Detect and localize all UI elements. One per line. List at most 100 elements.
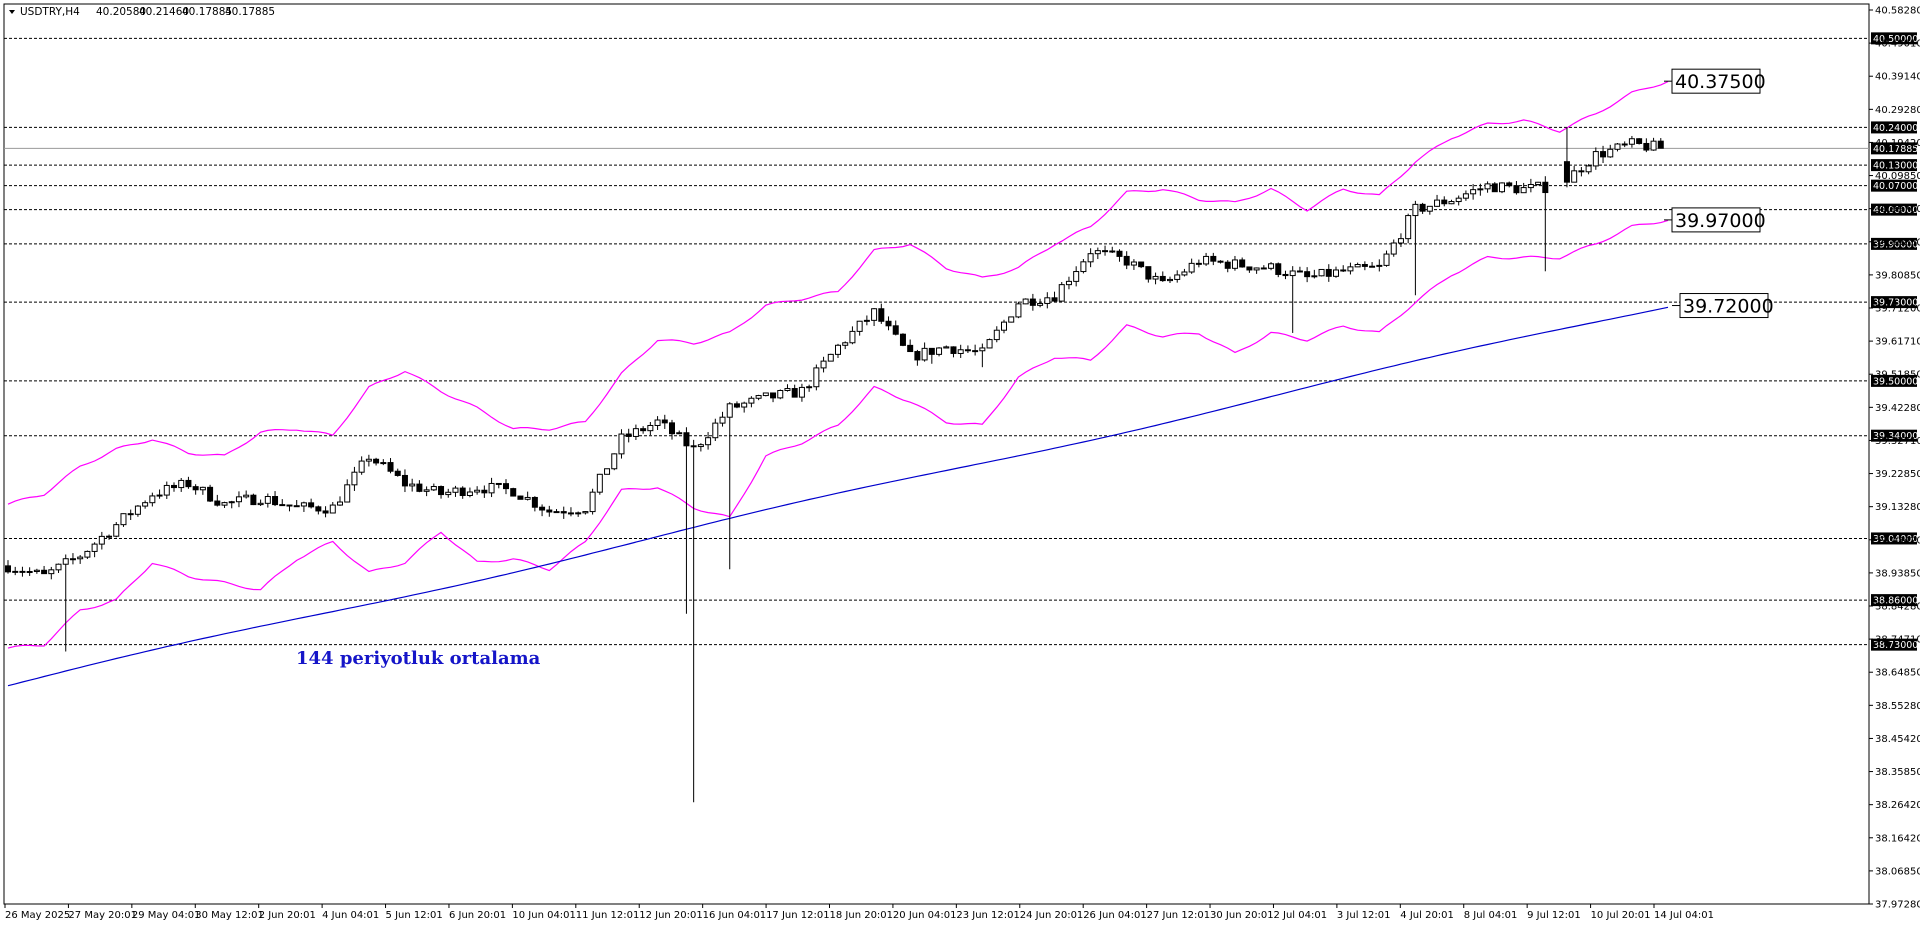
candle-bull[interactable] <box>849 330 856 344</box>
candle-bear[interactable] <box>459 487 466 496</box>
candle-bear[interactable] <box>1051 297 1058 302</box>
candle-bull[interactable] <box>813 367 820 388</box>
candle-bear[interactable] <box>683 432 690 447</box>
candle-bull[interactable] <box>445 491 452 496</box>
candle-bear[interactable] <box>293 505 300 508</box>
candle-bull[interactable] <box>26 571 33 574</box>
candle-bull[interactable] <box>1499 182 1505 193</box>
candle-bear[interactable] <box>322 510 329 514</box>
candle-bear[interactable] <box>560 511 567 514</box>
candle-bear[interactable] <box>878 308 885 322</box>
candle-bull[interactable] <box>618 433 625 455</box>
candle-bear[interactable] <box>1563 161 1570 183</box>
candle-bull[interactable] <box>1044 297 1051 304</box>
candle-bull[interactable] <box>705 437 712 446</box>
candle-bear[interactable] <box>1217 260 1224 263</box>
candle-bear[interactable] <box>791 388 798 398</box>
candle-bear[interactable] <box>892 325 899 335</box>
candle-bear[interactable] <box>69 558 76 561</box>
candle-bull[interactable] <box>365 458 372 462</box>
candle-bear[interactable] <box>1578 170 1585 173</box>
candle-bear[interactable] <box>250 494 257 506</box>
candle-bull[interactable] <box>77 556 84 560</box>
candle-bear[interactable] <box>1282 273 1289 277</box>
candle-bull[interactable] <box>264 496 271 504</box>
candle-bear[interactable] <box>625 433 632 437</box>
candle-bull[interactable] <box>33 569 40 573</box>
candle-bull[interactable] <box>1412 203 1419 217</box>
candle-bear[interactable] <box>1029 298 1036 306</box>
callout-box[interactable] <box>1671 207 1761 233</box>
candle-bear[interactable] <box>373 458 380 464</box>
candle-bull[interactable] <box>48 569 55 575</box>
candle-bull[interactable] <box>936 347 943 355</box>
candle-bear[interactable] <box>1506 182 1513 187</box>
candle-bull[interactable] <box>806 386 813 389</box>
candle-bull[interactable] <box>1390 242 1397 255</box>
candle-bull[interactable] <box>488 482 495 494</box>
candle-bear[interactable] <box>1296 270 1303 273</box>
candle-bull[interactable] <box>430 486 437 491</box>
candle-bull[interactable] <box>1592 151 1599 167</box>
candle-bull[interactable] <box>647 424 654 432</box>
candle-bull[interactable] <box>409 483 416 487</box>
candle-bull[interactable] <box>1058 284 1065 302</box>
candle-bull[interactable] <box>84 550 91 558</box>
candle-bull[interactable] <box>300 502 307 507</box>
candle-bull[interactable] <box>596 473 603 493</box>
candle-bull[interactable] <box>1383 253 1390 266</box>
candle-bull[interactable] <box>871 308 878 321</box>
candle-bull[interactable] <box>697 444 704 448</box>
candle-bull[interactable] <box>55 563 62 571</box>
candle-bear[interactable] <box>207 486 214 502</box>
candle-bull[interactable] <box>820 360 827 369</box>
candle-bull[interactable] <box>1130 261 1137 266</box>
candle-bear[interactable] <box>1361 264 1368 267</box>
candle-bull[interactable] <box>1520 187 1527 194</box>
candle-bull[interactable] <box>1470 189 1477 195</box>
candle-bear[interactable] <box>964 349 971 352</box>
candle-bear[interactable] <box>661 419 668 424</box>
candle-bear[interactable] <box>1109 250 1116 253</box>
candle-bull[interactable] <box>1231 259 1238 269</box>
candle-bull[interactable] <box>1333 269 1339 277</box>
candle-bear[interactable] <box>1441 199 1448 205</box>
candle-bear[interactable] <box>481 489 488 494</box>
candle-bear[interactable] <box>1275 263 1282 275</box>
candle-bear[interactable] <box>770 392 777 399</box>
candle-bear[interactable] <box>928 347 935 355</box>
candle-bear[interactable] <box>1643 142 1650 151</box>
candle-bull[interactable] <box>1527 183 1534 189</box>
candle-bear[interactable] <box>1224 261 1231 269</box>
candle-bull[interactable] <box>748 397 755 404</box>
candle-bear[interactable] <box>1419 203 1426 212</box>
candle-bear[interactable] <box>1636 138 1643 144</box>
candle-bull[interactable] <box>358 460 365 473</box>
candle-bull[interactable] <box>466 491 473 496</box>
candle-bull[interactable] <box>1268 263 1275 269</box>
candle-bull[interactable] <box>257 502 264 506</box>
candle-bear[interactable] <box>1246 266 1253 271</box>
candle-bear[interactable] <box>192 486 199 491</box>
candle-bull[interactable] <box>1650 140 1657 151</box>
candle-bull[interactable] <box>957 349 964 354</box>
candle-bear[interactable] <box>394 470 401 476</box>
candle-bull[interactable] <box>1080 261 1087 273</box>
candle-bear[interactable] <box>1123 255 1130 266</box>
candle-bull[interactable] <box>986 339 993 349</box>
candle-bear[interactable] <box>1159 275 1166 282</box>
candle-bear[interactable] <box>315 506 322 512</box>
candle-bull[interactable] <box>921 347 928 361</box>
candle-bull[interactable] <box>1354 264 1361 268</box>
candle-bear[interactable] <box>733 403 740 408</box>
candle-bear[interactable] <box>885 320 892 327</box>
candle-bear[interactable] <box>1491 183 1498 193</box>
callout-box[interactable] <box>1671 68 1761 94</box>
candle-bull[interactable] <box>654 419 661 426</box>
candle-bull[interactable] <box>842 342 849 346</box>
candle-bull[interactable] <box>1484 183 1491 190</box>
candle-bull[interactable] <box>1037 302 1044 306</box>
candle-bull[interactable] <box>1614 143 1621 150</box>
candle-bull[interactable] <box>1073 271 1080 282</box>
candle-bull[interactable] <box>1015 303 1022 318</box>
